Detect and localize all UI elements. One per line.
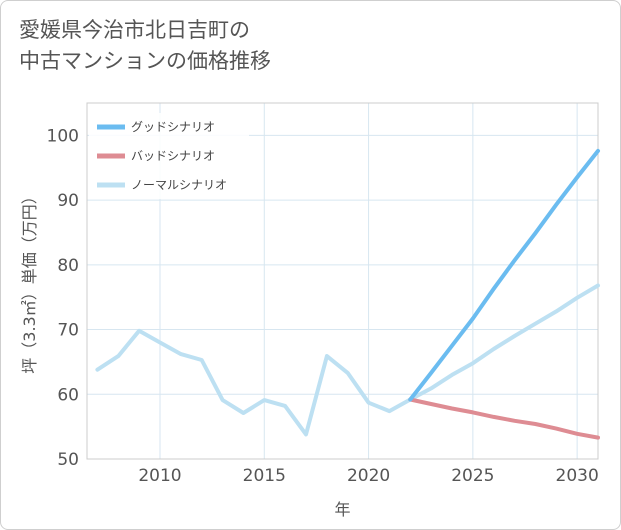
plot-area	[86, 102, 599, 460]
x-tick-label: 2010	[138, 466, 181, 486]
x-tick-label: 2015	[243, 466, 286, 486]
series-line-1	[408, 397, 600, 440]
x-tick-label: 2030	[556, 466, 599, 486]
y-tick-label: 70	[57, 321, 79, 341]
x-tick-label: 2025	[451, 466, 494, 486]
series-line-2	[95, 283, 600, 437]
y-axis-label: 坪（3.3㎡）単価（万円）	[20, 188, 39, 373]
y-tick-label: 60	[57, 385, 79, 405]
y-tick-label: 90	[57, 191, 79, 211]
y-tick-label: 100	[47, 126, 79, 146]
y-tick-label: 50	[57, 450, 79, 470]
series-lines	[95, 148, 600, 440]
y-tick-label: 80	[57, 256, 79, 276]
series-line-0	[408, 148, 600, 402]
y-axis-ticks: 50 60 70 80 90 100	[47, 126, 79, 470]
x-tick-label: 2020	[347, 466, 390, 486]
legend-label: グッドシナリオ	[131, 120, 215, 134]
legend-label: ノーマルシナリオ	[131, 178, 227, 192]
chart-title: 愛媛県今治市北日吉町の 中古マンションの価格推移	[19, 18, 271, 73]
x-axis-ticks: 2010 2015 2020 2025 2030	[138, 466, 598, 486]
legend-label: バッドシナリオ	[131, 149, 215, 163]
x-axis-label: 年	[334, 500, 350, 519]
